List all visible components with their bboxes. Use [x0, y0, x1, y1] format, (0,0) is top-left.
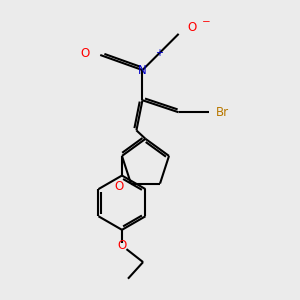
Text: O: O: [80, 47, 90, 60]
Text: O: O: [114, 180, 124, 193]
Text: O: O: [117, 239, 127, 252]
Text: −: −: [201, 17, 210, 27]
Text: N: N: [138, 64, 147, 76]
Text: O: O: [188, 21, 197, 34]
Text: +: +: [155, 49, 163, 58]
Text: Br: Br: [216, 106, 229, 119]
